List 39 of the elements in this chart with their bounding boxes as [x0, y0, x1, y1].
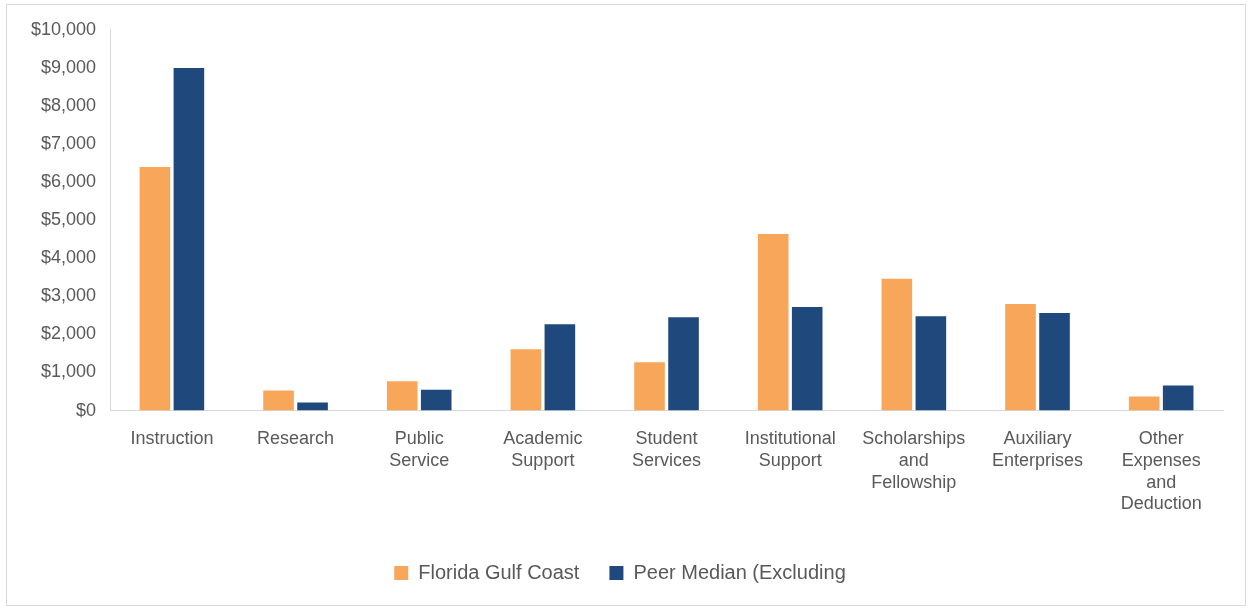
y-tick-label: $8,000: [41, 94, 97, 115]
x-tick-label: Student Services: [632, 428, 702, 470]
legend-label: Peer Median (Excluding: [633, 560, 846, 583]
legend-label: Florida Gulf Coast: [418, 560, 580, 583]
bar: [915, 316, 947, 411]
bar: [420, 389, 452, 411]
x-tick-label: Institutional Support: [744, 428, 836, 470]
y-tick-label: $1,000: [41, 361, 97, 382]
x-tick-label: Research: [257, 428, 335, 449]
bar: [510, 349, 542, 411]
y-tick-label: $10,000: [30, 18, 97, 39]
bar: [173, 67, 205, 411]
bar: [1005, 303, 1036, 411]
x-tick-label: Academic Support: [503, 428, 583, 470]
bar: [544, 324, 576, 411]
y-tick-label: $0: [76, 399, 97, 420]
y-tick-label: $6,000: [41, 171, 97, 192]
x-tick-label: Auxiliary Enterprises: [991, 428, 1084, 470]
bar: [668, 317, 699, 411]
y-tick-label: $2,000: [41, 323, 97, 344]
bar: [386, 381, 418, 411]
x-tick-label: Scholarships and Fellowship: [862, 428, 966, 492]
y-tick-label: $7,000: [41, 133, 97, 154]
bar: [1039, 313, 1070, 411]
y-tick-label: $9,000: [41, 56, 97, 77]
bar: [791, 307, 823, 411]
x-tick-label: Instruction: [130, 428, 214, 449]
x-tick-label: Other Expenses and Deduction: [1120, 428, 1202, 514]
bar: [263, 390, 294, 411]
x-tick-label: Public Service: [389, 428, 450, 470]
bar: [881, 278, 913, 411]
y-tick-label: $5,000: [41, 209, 97, 230]
y-tick-label: $4,000: [41, 247, 97, 268]
bar: [1128, 396, 1160, 411]
bar: [1162, 385, 1194, 411]
y-tick-label: $3,000: [41, 285, 97, 306]
bar: [757, 233, 789, 411]
bar: [139, 166, 171, 411]
bar: [634, 362, 665, 411]
